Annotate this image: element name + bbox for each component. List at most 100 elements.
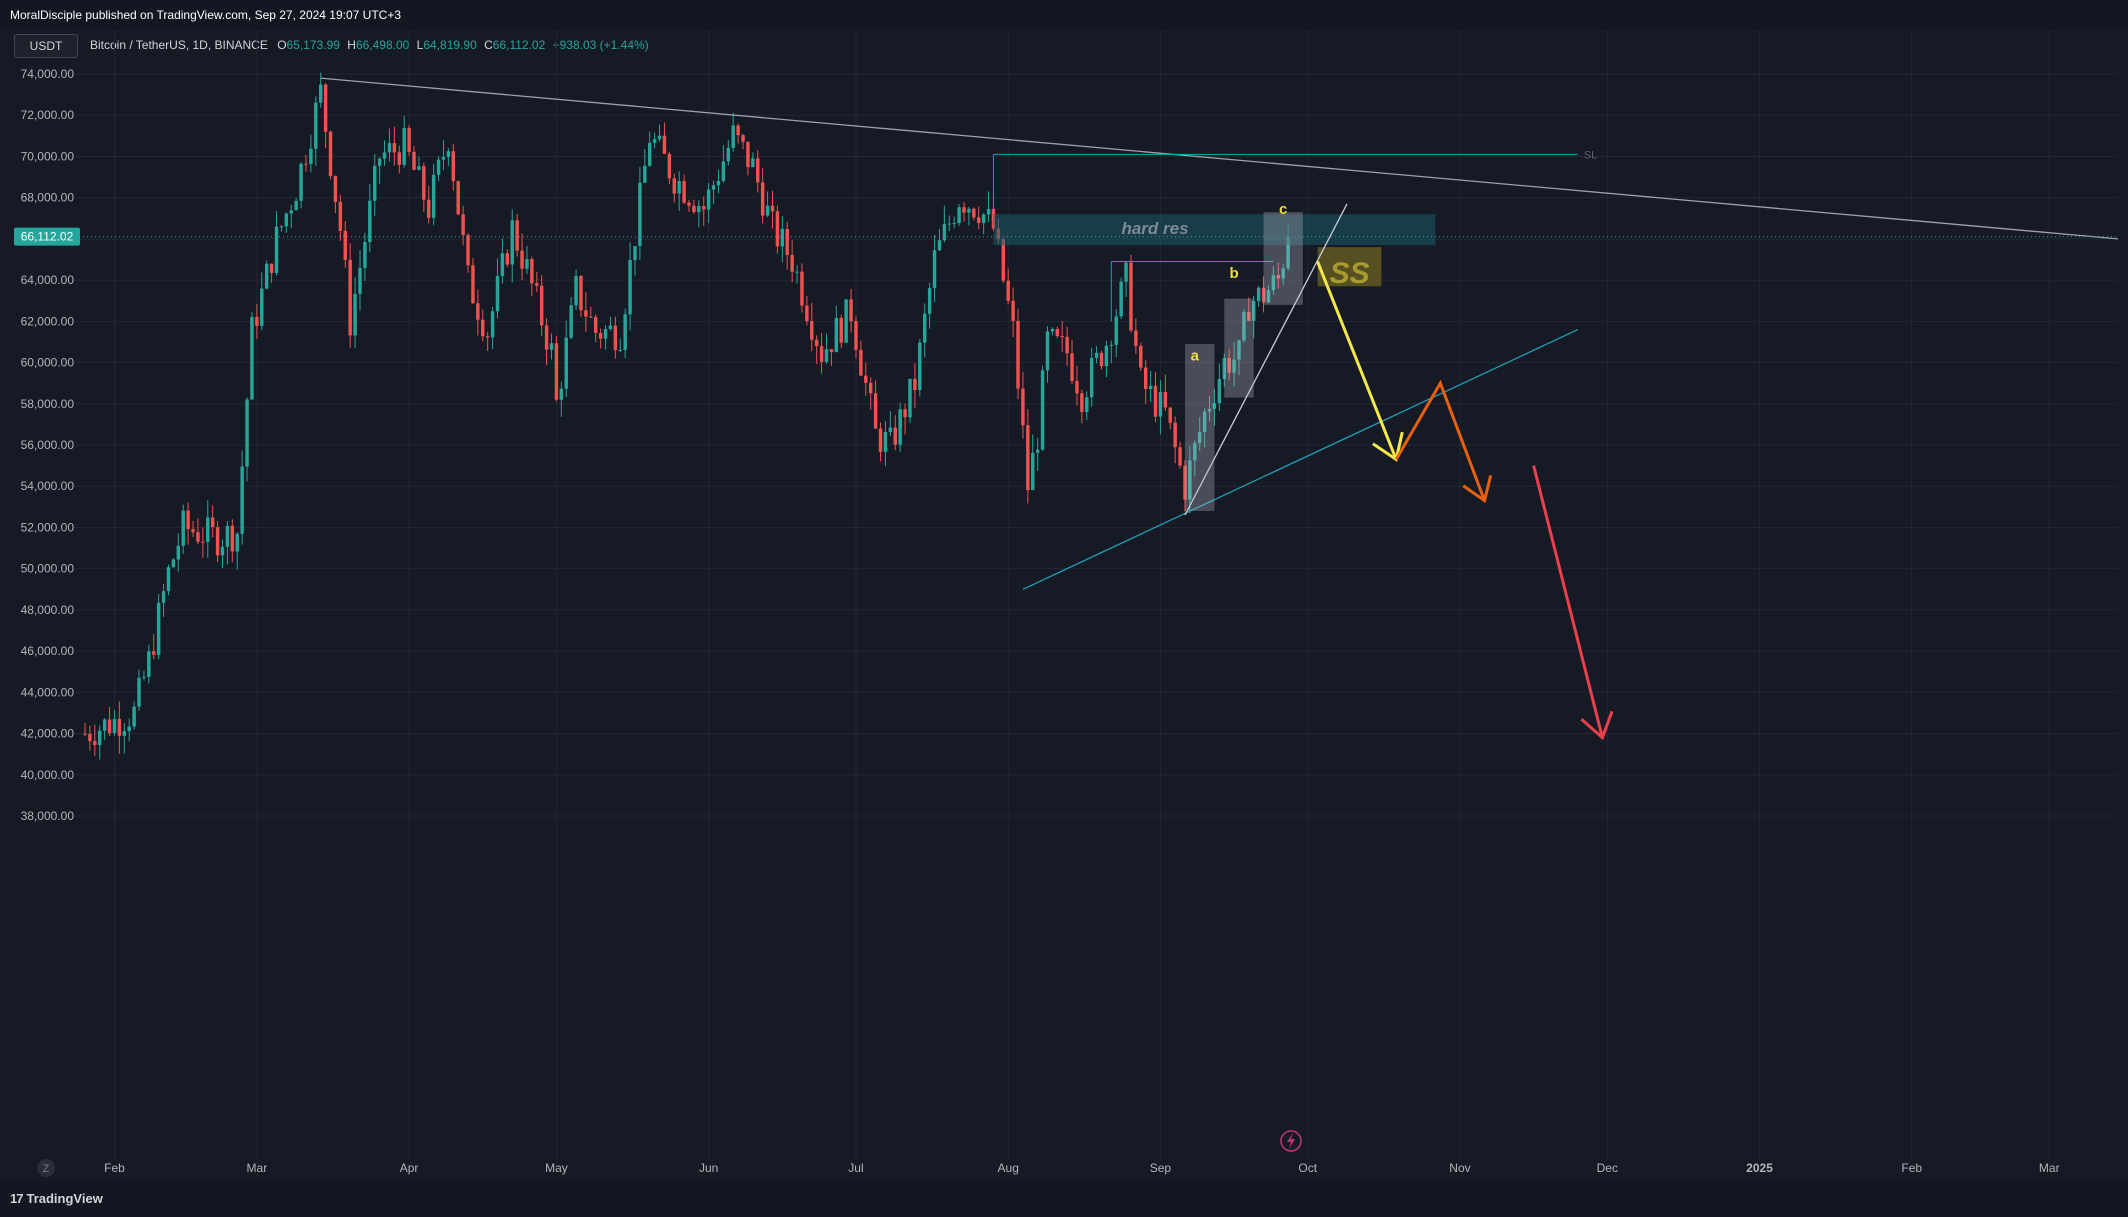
candle: [751, 152, 755, 168]
candle-body: [471, 265, 475, 304]
candle-body: [814, 339, 819, 347]
candle-body: [304, 163, 308, 165]
candle: [166, 564, 171, 596]
candle-body: [318, 84, 323, 103]
candle: [196, 518, 200, 545]
candle-body: [839, 317, 843, 343]
candle: [986, 191, 991, 222]
candle: [1026, 409, 1030, 504]
candle: [1242, 308, 1246, 343]
candle-body: [922, 313, 927, 343]
candle-body: [908, 378, 912, 418]
candle-body: [1276, 275, 1281, 279]
candle: [422, 162, 426, 212]
currency-box[interactable]: USDT: [14, 34, 78, 58]
y-tick-label: 56,000.00: [21, 438, 75, 452]
candle: [1109, 340, 1114, 364]
candle: [628, 242, 632, 331]
price-chart[interactable]: 74,000.00 72,000.00 70,000.00 68,000.00 64,0…: [0, 30, 2128, 1210]
candle: [485, 331, 490, 351]
candle: [977, 206, 981, 230]
candle-body: [824, 349, 829, 362]
x-axis: Feb Mar Apr May Jun Jul Aug Sep Oct Nov Dec 2025 Feb…: [104, 1161, 2059, 1175]
candle: [1040, 365, 1045, 451]
candle-body: [721, 161, 726, 181]
candle: [1065, 326, 1069, 366]
candle: [535, 271, 539, 292]
scale-mode-button[interactable]: [37, 1159, 55, 1177]
candle: [510, 209, 514, 283]
candle: [456, 180, 460, 216]
candle: [299, 162, 303, 209]
hard-res-label: hard res: [1121, 219, 1188, 238]
candle-body: [584, 310, 588, 317]
candle: [1266, 284, 1271, 304]
candle: [829, 348, 834, 366]
candle-body: [1031, 452, 1035, 491]
candle-body: [913, 378, 917, 391]
candle-body: [333, 176, 338, 202]
candle-body: [451, 151, 456, 182]
candle: [289, 204, 293, 229]
candle-body: [117, 718, 122, 736]
candle: [672, 173, 676, 203]
candle-body: [328, 131, 333, 177]
candle-body: [1153, 385, 1158, 417]
legend-symbol[interactable]: Bitcoin / TetherUS, 1D, BINANCE: [90, 38, 268, 52]
grid-lines: [75, 30, 2118, 1160]
candle: [898, 402, 902, 452]
y-tick-label: 52,000.00: [21, 520, 75, 534]
legend-low-value: 64,819.90: [423, 38, 477, 52]
candle-body: [731, 125, 735, 148]
candle-body: [927, 288, 932, 314]
candle-body: [741, 135, 745, 142]
candle-body: [166, 567, 171, 592]
candle: [760, 167, 765, 224]
tradingview-logo[interactable]: 17 TradingView: [10, 1189, 103, 1209]
candle: [824, 333, 829, 364]
candle-body: [279, 226, 284, 228]
candle: [1104, 340, 1109, 378]
candle: [402, 115, 406, 168]
candle-body: [1099, 352, 1104, 367]
candle-body: [554, 343, 559, 400]
candle: [785, 221, 789, 270]
candle: [476, 289, 480, 336]
candle: [1129, 254, 1133, 333]
replay-bolt-icon[interactable]: [1280, 1130, 1302, 1152]
candle: [323, 83, 328, 149]
x-tick-label: Jun: [699, 1161, 718, 1175]
candle: [1124, 261, 1128, 298]
candle-body: [765, 205, 770, 216]
candle: [1202, 408, 1207, 448]
tradingview-mark-icon: 17: [10, 1191, 24, 1206]
candle-body: [756, 158, 760, 183]
candle-body: [387, 143, 392, 153]
candle: [505, 249, 510, 268]
candle-body: [1168, 407, 1172, 423]
candle: [967, 206, 971, 226]
candle-body: [1197, 431, 1202, 444]
candle-body: [1193, 443, 1197, 461]
candle-body: [122, 731, 127, 736]
candle: [1281, 263, 1285, 286]
last-price-label: 66,112.02: [21, 230, 74, 244]
x-tick-label: Mar: [247, 1161, 268, 1175]
candle-body: [697, 206, 701, 213]
candle: [515, 213, 519, 257]
candle: [446, 148, 451, 166]
candle: [893, 415, 897, 451]
legend-h-label: H: [347, 38, 356, 52]
candle-body: [643, 165, 647, 183]
candle: [1016, 308, 1020, 400]
candle: [117, 701, 122, 754]
candle: [667, 151, 672, 185]
candle-body: [210, 517, 215, 528]
candle-body: [736, 125, 740, 136]
candle-body: [623, 314, 627, 351]
candle: [932, 234, 937, 302]
legend-c-label: C: [484, 38, 493, 52]
candle: [908, 378, 912, 424]
candle: [264, 260, 269, 290]
candle: [181, 504, 185, 554]
